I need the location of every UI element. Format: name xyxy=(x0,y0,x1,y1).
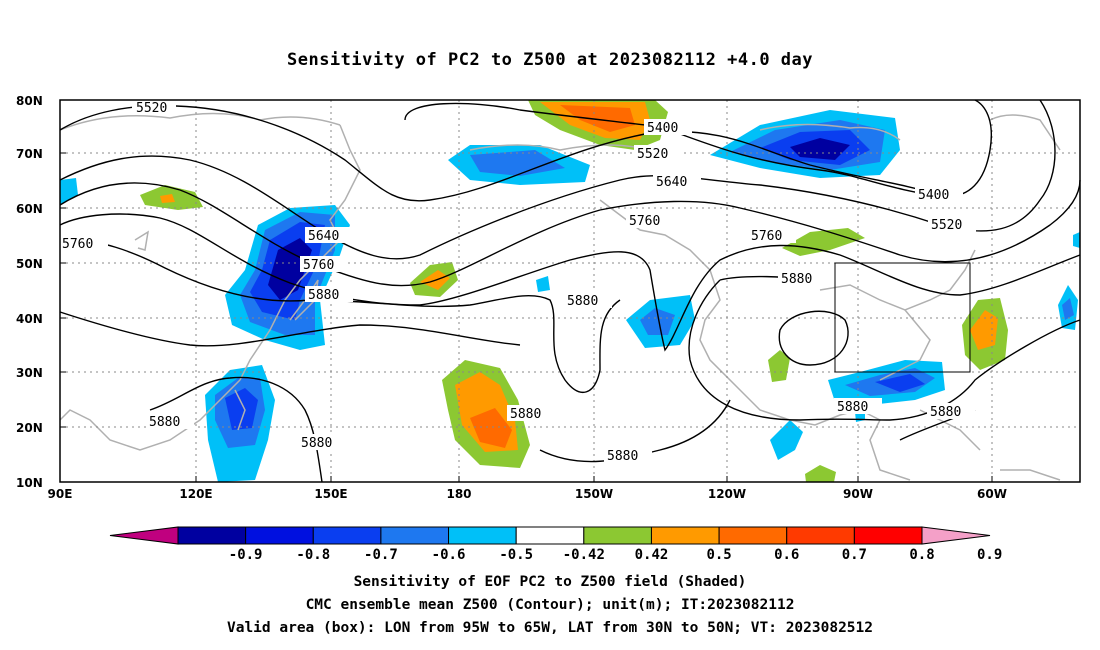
contour-label: 5880 xyxy=(607,449,638,464)
z500-contours xyxy=(59,99,1081,483)
colorbar-swatch xyxy=(109,526,179,545)
contour-label: 5760 xyxy=(303,258,334,273)
contour-label: 5880 xyxy=(510,407,541,422)
shaded-sensitivity xyxy=(60,100,1080,482)
lat-label: 40N xyxy=(16,312,43,326)
lon-label: 150E xyxy=(314,487,347,501)
contour-label: 5520 xyxy=(637,147,668,162)
colorbar-label: -0.42 xyxy=(563,547,605,563)
shade-positive xyxy=(768,350,790,382)
lon-label: 120E xyxy=(179,487,212,501)
lon-label: 90W xyxy=(843,487,873,501)
colorbar-swatch xyxy=(786,526,855,545)
contour-label: 5880 xyxy=(930,405,961,420)
colorbar-swatch xyxy=(853,526,923,545)
lat-label: 70N xyxy=(16,147,43,161)
colorbar-swatch xyxy=(245,526,314,545)
contour-label: 5520 xyxy=(931,218,962,233)
shade-negative xyxy=(770,420,803,460)
colorbar-label: 0.7 xyxy=(842,547,867,563)
shade-negative xyxy=(470,150,565,176)
lon-label: 150W xyxy=(575,487,613,501)
shade-negative xyxy=(225,388,258,430)
contour-label: 5400 xyxy=(918,188,949,203)
contour-label: 5760 xyxy=(62,237,93,252)
map-title: Sensitivity of PC2 to Z500 at 2023082112… xyxy=(286,50,813,70)
contour-label: 5880 xyxy=(567,294,598,309)
contour-label: 5880 xyxy=(781,272,812,287)
colorbar-swatch xyxy=(583,526,652,545)
caption-line-1: Sensitivity of EOF PC2 to Z500 field (Sh… xyxy=(353,574,747,590)
grid xyxy=(60,100,1080,482)
colorbar-label: 0.6 xyxy=(774,547,799,563)
contour-label: 5640 xyxy=(308,229,339,244)
colorbar-label: 0.9 xyxy=(977,547,1002,563)
colorbar-label: -0.6 xyxy=(432,547,466,563)
coastlines xyxy=(59,112,1061,481)
tick-marks xyxy=(60,152,993,482)
contour-label: 5880 xyxy=(308,288,339,303)
valid-area-box xyxy=(834,262,971,373)
colorbar-swatch xyxy=(312,526,382,545)
colorbar-label: -0.5 xyxy=(499,547,533,563)
contour-label: 5760 xyxy=(629,214,660,229)
lon-label: 90E xyxy=(48,487,73,501)
colorbar-label: 0.5 xyxy=(706,547,731,563)
caption-line-3: Valid area (box): LON from 95W to 65W, L… xyxy=(226,620,873,636)
colorbar-swatch xyxy=(515,526,585,545)
shade-positive xyxy=(470,408,512,448)
lat-label: 10N xyxy=(16,476,43,490)
contour-label: 5520 xyxy=(136,101,167,116)
shade-negative xyxy=(875,374,925,392)
shade-positive xyxy=(160,194,175,203)
contour-label: 5880 xyxy=(837,400,868,415)
contour-label: 5760 xyxy=(751,229,782,244)
lat-label: 20N xyxy=(16,421,43,435)
shade-positive xyxy=(805,465,836,482)
shade-negative xyxy=(536,276,550,292)
contour-label-group: 5520 5400 5520 5640 5400 5520 5760 5640 … xyxy=(60,99,976,464)
colorbar: -0.9 -0.8 -0.7 -0.6 -0.5 -0.42 0.42 0.5 0.6 0.7 0.… xyxy=(109,526,1002,563)
shade-positive xyxy=(782,228,865,256)
colorbar-label: -0.7 xyxy=(364,547,398,563)
lat-label: 80N xyxy=(16,94,43,108)
lat-label: 30N xyxy=(16,366,43,380)
shade-negative xyxy=(60,178,78,205)
contour-label: 5880 xyxy=(301,436,332,451)
colorbar-swatch xyxy=(448,526,517,545)
shade-negative xyxy=(268,238,312,300)
colorbar-swatch xyxy=(380,526,450,545)
shade-positive xyxy=(970,310,998,350)
colorbar-label: -0.8 xyxy=(296,547,330,563)
map-frame xyxy=(59,99,1081,483)
lon-label: 120W xyxy=(708,487,746,501)
shade-positive xyxy=(560,105,635,132)
colorbar-swatch xyxy=(718,526,788,545)
lon-label: 60W xyxy=(977,487,1007,501)
colorbar-label: -0.9 xyxy=(229,547,263,563)
shade-negative xyxy=(1073,232,1080,248)
colorbar-label: 0.8 xyxy=(909,547,934,563)
colorbar-swatch xyxy=(921,526,991,545)
shade-negative xyxy=(790,138,850,160)
shade-negative xyxy=(640,308,675,335)
contour-label: 5400 xyxy=(647,121,678,136)
shade-negative xyxy=(1062,298,1074,320)
contour-label: 5880 xyxy=(149,415,180,430)
lat-label: 50N xyxy=(16,257,43,271)
colorbar-swatch xyxy=(177,526,247,545)
lat-label: 60N xyxy=(16,202,43,216)
caption-line-2: CMC ensemble mean Z500 (Contour); unit(m… xyxy=(305,597,795,613)
colorbar-swatch xyxy=(650,526,720,545)
lon-labels: 90E 120E 150E 180 150W 120W 90W 60W xyxy=(48,487,1007,501)
colorbar-label: 0.42 xyxy=(635,547,669,563)
lat-labels: 80N 70N 60N 50N 40N 30N 20N 10N xyxy=(16,94,43,490)
lon-label: 180 xyxy=(446,487,471,501)
contour-label: 5640 xyxy=(656,175,687,190)
